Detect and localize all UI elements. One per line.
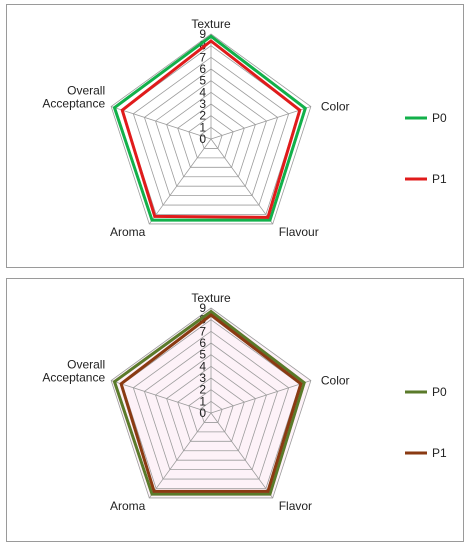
spoke-1: [210, 380, 311, 414]
grid-ring-3: [177, 103, 245, 168]
grid-ring-7: [132, 56, 290, 206]
tick-label-3: 3: [199, 97, 206, 111]
grid-ring-2: [188, 389, 234, 433]
series-P0-point-0: [209, 310, 213, 313]
category-label-line: Flavour: [279, 225, 319, 239]
grid-ring-6: [143, 68, 279, 197]
grid-ring-1: [199, 126, 223, 149]
tick-label-4: 4: [199, 85, 206, 99]
tick-label-6: 6: [199, 62, 206, 76]
tick-label-9: 9: [199, 27, 206, 41]
category-label-line: Color: [321, 374, 350, 388]
series-P0-point-3: [150, 492, 154, 496]
category-label-2: Flavor: [279, 499, 312, 513]
series-P0-point-1: [303, 381, 306, 384]
tick-label-7: 7: [199, 324, 206, 338]
category-label-4: Overall Acceptance: [42, 84, 105, 111]
category-label-2: Flavour: [279, 225, 319, 239]
category-label-1: Color: [321, 374, 350, 388]
series-P1-point-4: [119, 382, 123, 385]
tick-label-2: 2: [199, 383, 206, 397]
legend-label-P0: P0: [432, 111, 447, 125]
legend-label-P1: P1: [432, 446, 447, 460]
series-P1-point-2: [266, 216, 270, 219]
series-P0-point-4: [113, 106, 116, 109]
spoke-4: [111, 380, 212, 414]
category-label-line: Color: [321, 100, 350, 114]
series-P1-line: [120, 39, 302, 219]
category-label-line: Acceptance: [42, 97, 105, 111]
radar-grid: [110, 33, 312, 225]
grid-ring-2: [188, 115, 234, 159]
radar-chart-top-svg: 0123456789TextureColorFlavourAromaOveral…: [42, 17, 447, 239]
series-P0-point-2: [268, 492, 272, 496]
series-P0-point-2: [268, 218, 272, 222]
series-P0-point-3: [150, 218, 154, 222]
category-label-3: Aroma: [110, 499, 146, 513]
spoke-2: [210, 138, 274, 225]
series-P1-point-1: [299, 382, 303, 385]
grid-ring-4: [166, 365, 256, 452]
tick-label-7: 7: [199, 50, 206, 64]
tick-label-5: 5: [199, 74, 206, 88]
category-label-line: Aroma: [110, 225, 146, 239]
tick-label-0: 0: [199, 406, 206, 420]
series-P1-line: [119, 313, 303, 493]
category-label-line: Flavor: [279, 499, 312, 513]
tick-label-4: 4: [199, 359, 206, 373]
tick-label-0: 0: [199, 132, 206, 146]
tick-label-1: 1: [199, 394, 206, 408]
series-P1-point-1: [298, 108, 301, 112]
grid-ring-5: [155, 80, 267, 187]
tick-label-2: 2: [199, 109, 206, 123]
series-P1-point-2: [266, 490, 270, 493]
grid-ring-9: [110, 33, 312, 225]
series-P1-point-0: [209, 39, 213, 43]
tick-label-9: 9: [199, 301, 206, 315]
category-label-0: Texture: [191, 17, 231, 31]
grid-ring-4: [166, 91, 256, 178]
category-label-0: Texture: [191, 291, 231, 305]
spoke-1: [210, 106, 311, 140]
series-P1-point-3: [153, 215, 156, 218]
legend-label-P1: P1: [432, 172, 447, 186]
series-P1-point-3: [152, 490, 156, 493]
series-P0-line: [112, 309, 306, 496]
category-label-line: Texture: [191, 17, 231, 31]
legend-label-P0: P0: [432, 385, 447, 399]
series-P0-point-0: [209, 35, 213, 38]
tick-label-6: 6: [199, 336, 206, 350]
grid-ring-7: [132, 330, 290, 480]
category-label-line: Overall: [67, 84, 105, 98]
spoke-3: [148, 412, 212, 499]
spoke-2: [210, 412, 274, 499]
grid-ring-5: [155, 354, 267, 461]
spoke-3: [148, 138, 212, 225]
category-label-4: Overall Acceptance: [42, 358, 105, 385]
grid-ring-6: [143, 342, 279, 471]
series-P1-point-0: [209, 313, 213, 317]
category-label-line: Acceptance: [42, 371, 105, 385]
grid-ring-9: [110, 307, 312, 499]
radar-chart-top: 0 1 2 3 4 5 6 7 8 9 Texture Color Flavour Aroma Overal…: [6, 4, 464, 268]
series-P0-line: [112, 34, 308, 222]
spoke-4: [111, 106, 212, 140]
grid-ring-3: [177, 377, 245, 442]
tick-label-1: 1: [199, 120, 206, 134]
category-label-1: Color: [321, 100, 350, 114]
series-P0-point-4: [113, 380, 116, 383]
category-label-line: Overall: [67, 358, 105, 372]
grid-ring-1: [199, 400, 223, 423]
category-label-3: Aroma: [110, 225, 146, 239]
tick-label-5: 5: [199, 348, 206, 362]
radar-chart-bottom-svg: 0123456789TextureColorFlavorAromaOverall…: [42, 291, 447, 513]
category-label-line: Texture: [191, 291, 231, 305]
series-P0-point-1: [304, 107, 307, 110]
radar-chart-bottom: 0 1 2 3 4 5 6 7 8 9 Texture Color Flavor Aroma Overall…: [6, 278, 464, 542]
category-label-line: Aroma: [110, 499, 146, 513]
tick-label-3: 3: [199, 371, 206, 385]
series-P1-point-4: [121, 108, 124, 112]
